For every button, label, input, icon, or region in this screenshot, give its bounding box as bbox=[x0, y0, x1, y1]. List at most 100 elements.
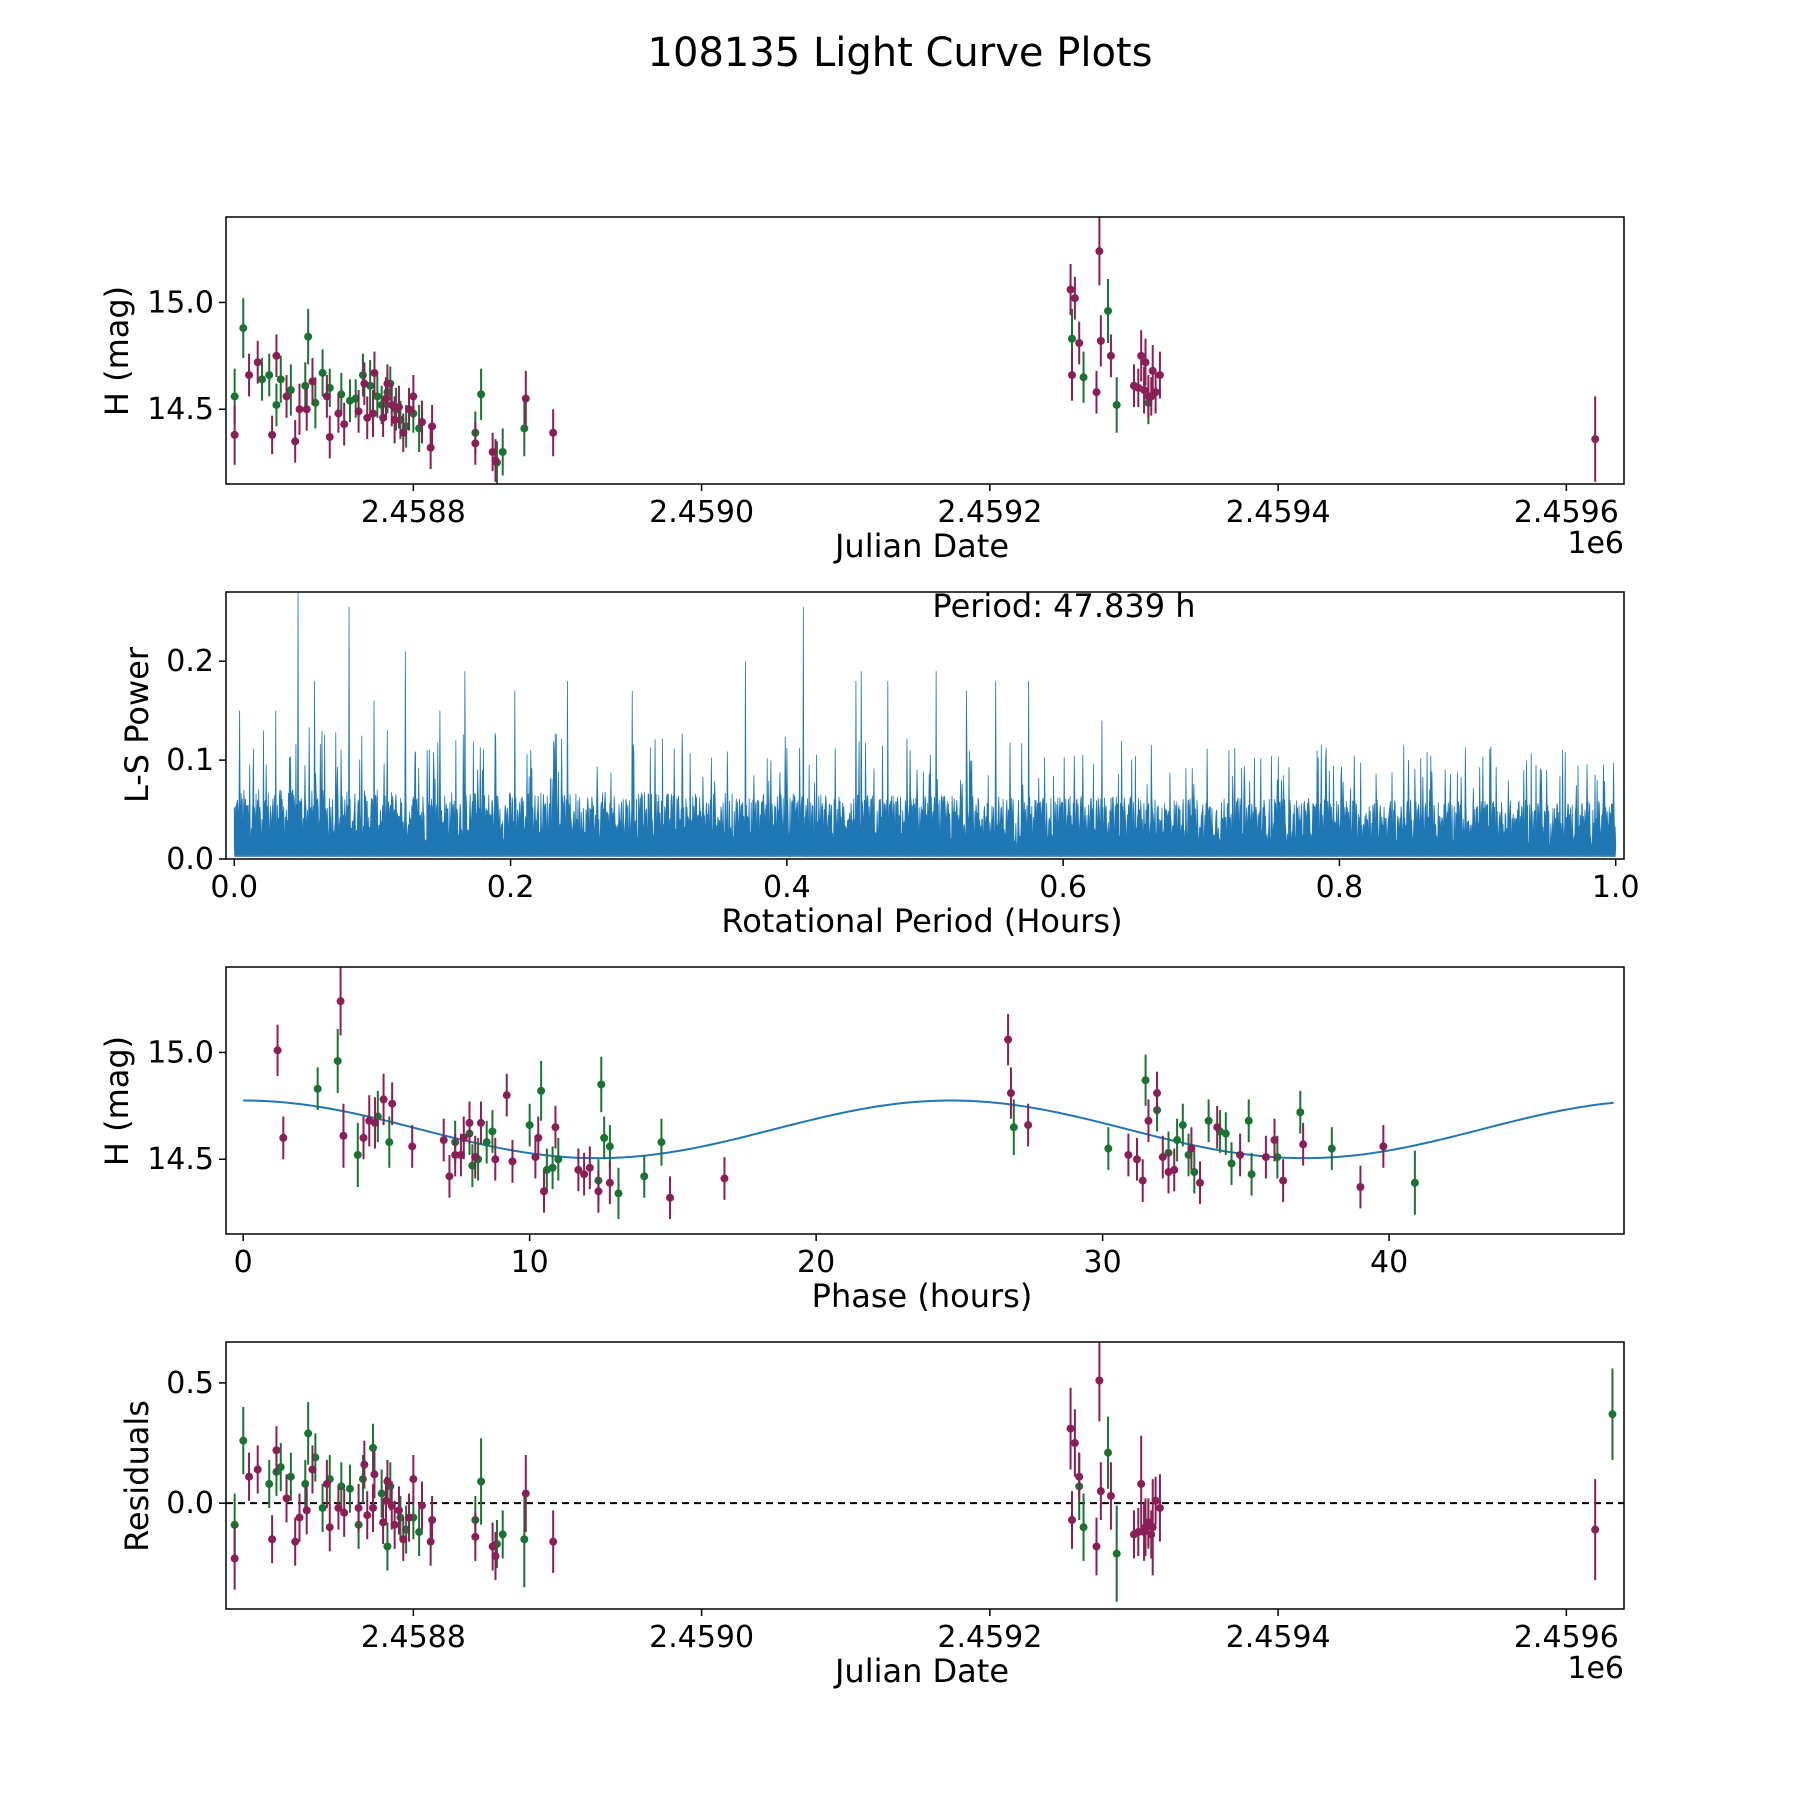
data-point bbox=[548, 1163, 557, 1172]
data-point bbox=[1148, 1523, 1157, 1532]
data-point bbox=[508, 1157, 517, 1166]
data-point bbox=[381, 394, 390, 403]
data-point bbox=[418, 418, 427, 427]
x-tick-label: 2.4594 bbox=[1226, 1620, 1331, 1655]
x-axis-label: Julian Date bbox=[833, 1652, 1009, 1690]
data-point bbox=[600, 1133, 609, 1142]
data-point bbox=[253, 358, 262, 367]
data-point bbox=[245, 1472, 254, 1481]
data-point bbox=[370, 368, 379, 377]
data-point bbox=[1155, 1503, 1164, 1512]
data-point bbox=[318, 368, 327, 377]
y-tick-label: 0.2 bbox=[166, 644, 214, 679]
data-point bbox=[369, 409, 378, 418]
data-point bbox=[1075, 1472, 1084, 1481]
data-point bbox=[1104, 306, 1113, 315]
data-point bbox=[418, 1501, 427, 1510]
data-point bbox=[1075, 339, 1084, 348]
data-point bbox=[308, 1465, 317, 1474]
data-point bbox=[1327, 1144, 1336, 1153]
data-point bbox=[491, 1552, 500, 1561]
data-point bbox=[354, 407, 363, 416]
figure-title: 108135 Light Curve Plots bbox=[648, 30, 1153, 76]
data-point bbox=[491, 1155, 500, 1164]
data-point bbox=[301, 381, 310, 390]
data-point bbox=[1196, 1178, 1205, 1187]
data-point bbox=[379, 1095, 388, 1104]
data-point bbox=[1112, 400, 1121, 409]
y-axis-label: H (mag) bbox=[98, 286, 136, 416]
data-point bbox=[322, 392, 331, 401]
data-point bbox=[1068, 371, 1077, 380]
data-point bbox=[1379, 1142, 1388, 1151]
y-tick-label: 0.5 bbox=[166, 1366, 214, 1401]
y-tick-label: 0.0 bbox=[166, 842, 214, 877]
data-point bbox=[1068, 1516, 1077, 1524]
data-point bbox=[388, 1099, 397, 1108]
data-point bbox=[666, 1193, 675, 1202]
series-g bbox=[230, 1368, 1617, 1602]
x-tick-label: 2.4594 bbox=[1226, 495, 1331, 530]
data-point bbox=[1158, 1153, 1167, 1162]
x-axis-label: Julian Date bbox=[833, 527, 1009, 565]
data-point bbox=[597, 1080, 606, 1089]
data-point bbox=[325, 433, 334, 442]
data-point bbox=[308, 377, 317, 386]
period-annotation: Period: 47.839 h bbox=[932, 587, 1195, 625]
data-point bbox=[1096, 1487, 1105, 1496]
x-tick-label: 0.6 bbox=[1039, 870, 1087, 905]
data-point bbox=[415, 1528, 424, 1537]
x-tick-label: 0.0 bbox=[210, 870, 258, 905]
data-point bbox=[459, 1133, 468, 1142]
data-point bbox=[445, 1172, 454, 1181]
data-point bbox=[245, 371, 254, 380]
data-point bbox=[304, 1429, 313, 1438]
data-point bbox=[520, 424, 529, 433]
data-point bbox=[360, 379, 369, 388]
series-r bbox=[230, 1342, 1600, 1590]
data-point bbox=[1070, 294, 1079, 303]
data-point bbox=[451, 1150, 460, 1159]
data-point bbox=[1024, 1121, 1033, 1130]
data-point bbox=[385, 1138, 394, 1147]
x-tick-label: 0 bbox=[234, 1245, 253, 1280]
data-point bbox=[334, 1503, 343, 1512]
data-point bbox=[521, 1489, 530, 1498]
data-point bbox=[1151, 1496, 1160, 1505]
data-point bbox=[1591, 435, 1600, 444]
x-tick-label: 20 bbox=[797, 1245, 835, 1280]
data-point bbox=[1178, 1121, 1187, 1130]
data-point bbox=[272, 400, 281, 409]
data-point bbox=[471, 1532, 480, 1541]
data-point bbox=[273, 1046, 282, 1055]
data-point bbox=[286, 386, 295, 395]
data-point bbox=[302, 405, 311, 414]
data-point bbox=[340, 420, 349, 429]
data-point bbox=[498, 447, 507, 456]
residuals-panel: Julian Date Residuals 1e6 2.4588 2.4590 2.… bbox=[118, 1341, 1625, 1690]
plot-frame bbox=[225, 591, 1625, 860]
data-point bbox=[1079, 1523, 1088, 1532]
data-point bbox=[477, 1477, 486, 1486]
data-point bbox=[488, 1127, 497, 1136]
data-point bbox=[399, 1535, 408, 1544]
data-point bbox=[1236, 1150, 1245, 1159]
data-point bbox=[426, 1537, 435, 1546]
data-point bbox=[1153, 1089, 1162, 1098]
sinusoid-fit-line bbox=[243, 1099, 1614, 1160]
x-tick-label: 1.0 bbox=[1592, 870, 1640, 905]
data-point bbox=[1112, 1549, 1121, 1558]
y-tick-label: 0.1 bbox=[166, 743, 214, 778]
data-point bbox=[1006, 1089, 1015, 1098]
phase-folded-panel: Phase (hours) H (mag) 0 10 20 30 40 14.5 15.0 bbox=[98, 966, 1625, 1315]
data-point bbox=[439, 1136, 448, 1145]
data-point bbox=[291, 437, 300, 446]
x-tick-label: 2.4596 bbox=[1514, 1620, 1619, 1655]
y-axis-label: Residuals bbox=[118, 1400, 156, 1552]
data-point bbox=[551, 1123, 560, 1132]
data-point bbox=[1066, 285, 1075, 294]
data-point bbox=[282, 392, 291, 401]
data-point bbox=[230, 1520, 239, 1529]
data-point bbox=[394, 403, 403, 412]
series-g bbox=[230, 278, 1153, 484]
